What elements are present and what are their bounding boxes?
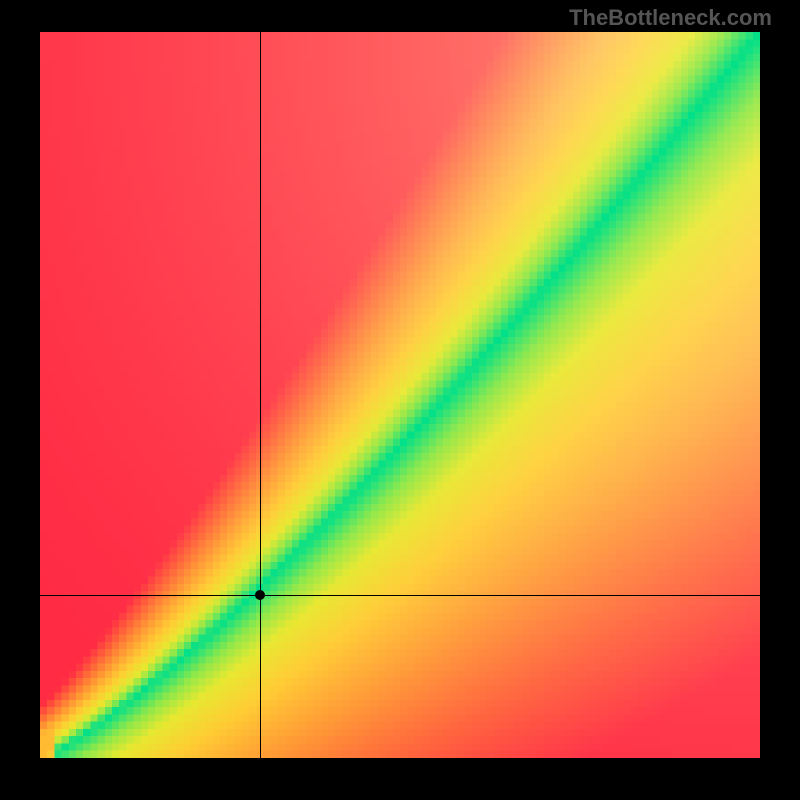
- crosshair-horizontal: [40, 595, 760, 596]
- crosshair-dot: [255, 590, 265, 600]
- heatmap-canvas: [40, 32, 760, 758]
- crosshair-vertical: [260, 32, 261, 758]
- heatmap-plot: [40, 32, 760, 758]
- attribution-text: TheBottleneck.com: [569, 5, 772, 31]
